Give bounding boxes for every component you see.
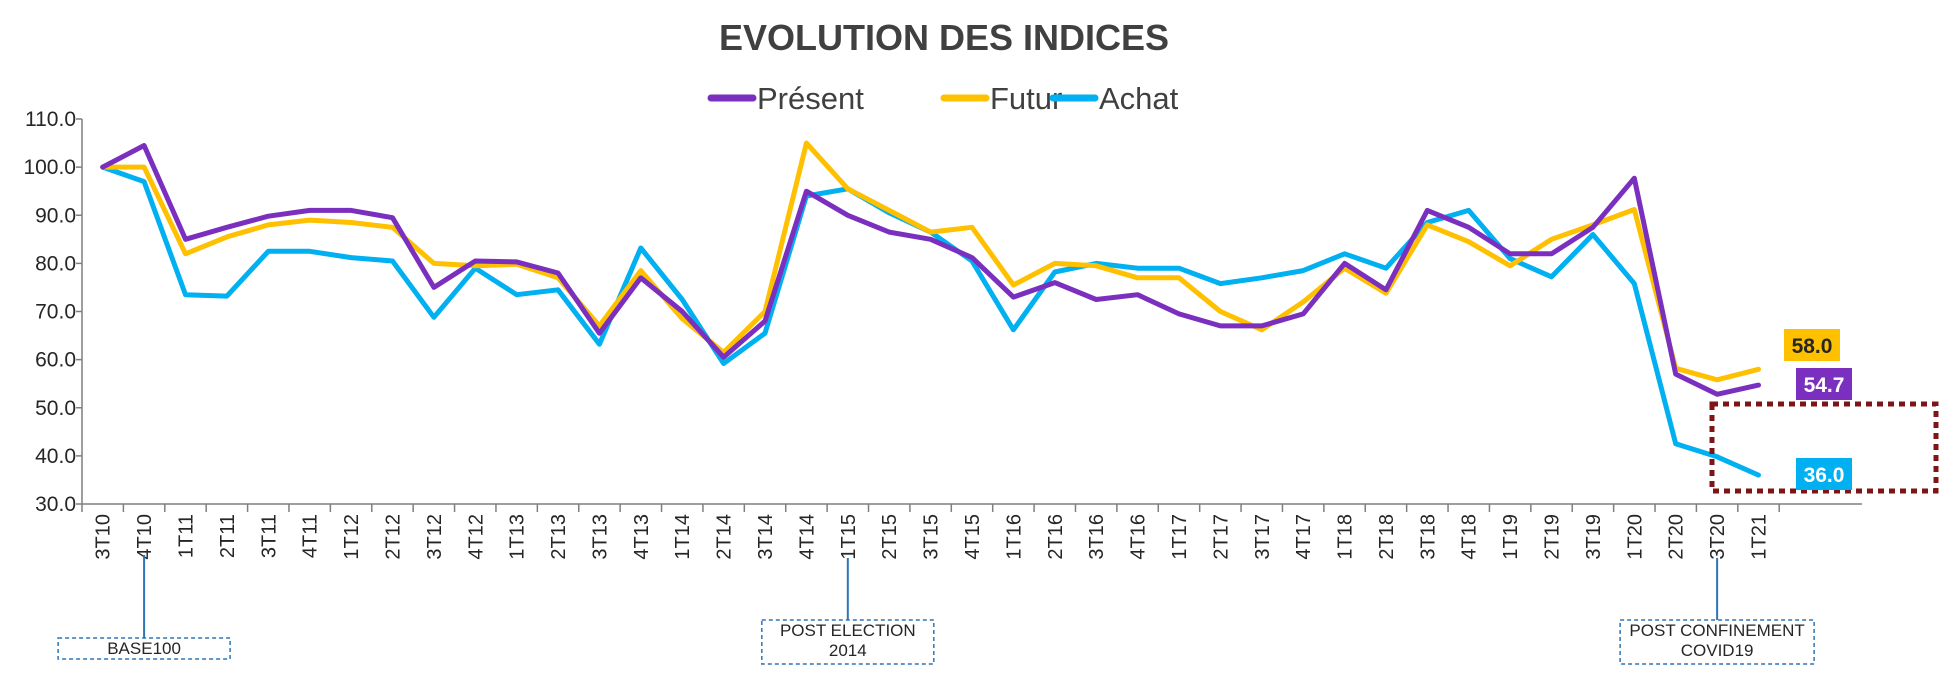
x-tick-label: 2T19: [1542, 514, 1564, 560]
x-tick-label: 2T13: [548, 514, 570, 560]
x-tick-label: 4T12: [465, 514, 487, 560]
y-tick-label: 100.0: [23, 156, 76, 179]
x-tick-label: 3T12: [424, 514, 446, 560]
x-tick-label: 4T15: [962, 514, 984, 560]
x-tick-label: 3T17: [1252, 514, 1274, 560]
x-tick-label: 4T11: [300, 514, 322, 558]
x-tick-label: 4T13: [631, 514, 653, 560]
x-tick-label: 2T16: [1045, 514, 1067, 560]
x-tick-label: 4T10: [134, 514, 156, 560]
annotation-box: [761, 619, 935, 665]
chart-title: EVOLUTION DES INDICES: [719, 17, 1169, 58]
x-tick-label: 1T20: [1624, 514, 1646, 560]
x-tick-label: 3T10: [93, 514, 115, 560]
x-tick-label: 1T17: [1169, 514, 1191, 560]
end-label-value: 36.0: [1804, 464, 1845, 487]
annotation-text: BASE100: [107, 639, 181, 658]
x-tick-label: 2T18: [1376, 514, 1398, 560]
y-tick-label: 40.0: [35, 445, 76, 468]
x-tick-label: 3T13: [589, 514, 611, 560]
x-tick-label: 1T11: [175, 514, 197, 558]
x-tick-label: 3T16: [1086, 514, 1108, 560]
y-tick-label: 80.0: [35, 252, 76, 275]
x-tick-label: 4T16: [1128, 514, 1150, 560]
x-tick-label: 2T14: [714, 514, 736, 560]
x-tick-label: 3T20: [1707, 514, 1729, 560]
end-label-box: [1784, 329, 1840, 361]
annotation-text: POST ELECTION: [780, 621, 916, 640]
x-tick-label: 3T19: [1583, 514, 1605, 560]
y-tick-label: 30.0: [35, 493, 76, 516]
x-tick-label: 4T17: [1293, 514, 1315, 560]
end-label-box: [1796, 458, 1852, 490]
series-line-futur: [100, 140, 1761, 383]
x-tick-label: 3T14: [755, 514, 777, 560]
y-tick-label: 50.0: [35, 397, 76, 420]
x-tick-label: 1T18: [1335, 514, 1357, 560]
y-tick-label: 60.0: [35, 349, 76, 372]
x-tick-label: 3T11: [258, 514, 280, 558]
covid-highlight-box: [1709, 401, 1939, 494]
y-tick-label: 70.0: [35, 301, 76, 324]
annotation-text: POST CONFINEMENT: [1629, 621, 1804, 640]
annotation-text: 2014: [829, 641, 867, 660]
annotation-box: [57, 637, 231, 660]
chart-axes: 30.0 40.0 50.0 60.0 70.0 80.0 90.0 100.0 110.0 3T…: [23, 108, 1862, 560]
x-tick-label: 2T17: [1210, 514, 1232, 560]
x-tick-label: 1T16: [1003, 514, 1025, 560]
x-tick-label: 4T18: [1459, 514, 1481, 560]
end-label-box: [1796, 368, 1852, 400]
x-tick-label: 4T14: [796, 514, 818, 560]
x-tick-label: 2T11: [217, 514, 239, 558]
x-tick-label: 2T12: [382, 514, 404, 560]
series-line-present: [100, 143, 1761, 397]
series-line-achat: [100, 164, 1761, 478]
x-tick-label: 1T12: [341, 514, 363, 560]
end-label-value: 54.7: [1804, 374, 1845, 397]
legend-label: Achat: [1099, 81, 1179, 116]
x-tick-label: 1T13: [507, 514, 529, 560]
y-tick-label: 110.0: [25, 108, 76, 131]
x-tick-label: 1T14: [672, 514, 694, 560]
end-label-value: 58.0: [1792, 335, 1833, 358]
x-tick-label: 3T15: [921, 514, 943, 560]
x-tick-label: 3T18: [1417, 514, 1439, 560]
annotation-text: COVID19: [1681, 641, 1754, 660]
x-tick-label: 1T19: [1500, 514, 1522, 560]
legend-label: Présent: [757, 81, 864, 116]
x-tick-label: 1T15: [838, 514, 860, 560]
y-tick-label: 90.0: [35, 204, 76, 227]
x-tick-label: 2T20: [1666, 514, 1688, 560]
x-tick-label: 1T21: [1749, 514, 1771, 560]
x-tick-label: 2T15: [879, 514, 901, 560]
end-value-labels: 58.0 54.7 36.0: [1784, 329, 1852, 490]
chart-legend: Présent Futur Achat: [707, 81, 1179, 116]
annotation-box: [1619, 619, 1815, 665]
series-lines: [100, 140, 1761, 478]
